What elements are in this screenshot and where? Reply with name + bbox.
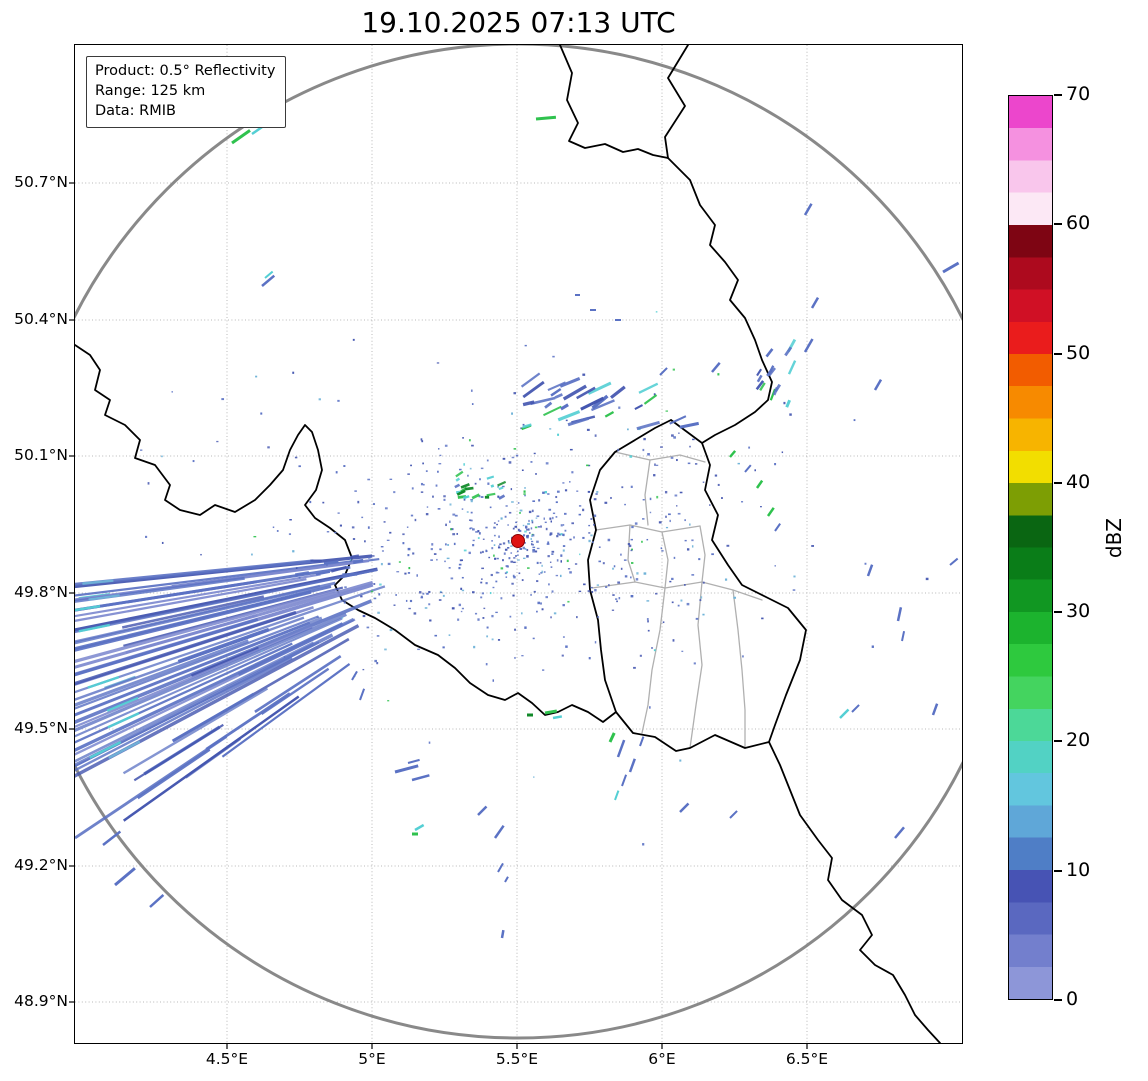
y-tick-label: 48.9°N xyxy=(14,992,68,1010)
info-product-line: Product: 0.5° Reflectivity xyxy=(95,63,276,79)
plot-title: 19.10.2025 07:13 UTC xyxy=(361,6,676,39)
colorbar-tick-mark xyxy=(1054,223,1062,226)
colorbar-tick-label: 30 xyxy=(1066,600,1091,623)
y-tick-label: 50.1°N xyxy=(14,446,68,464)
radar-map-canvas xyxy=(69,44,962,1049)
colorbar-tick-mark xyxy=(1054,352,1062,355)
colorbar-tick-mark xyxy=(1054,999,1062,1001)
colorbar-tick-mark xyxy=(1054,481,1062,484)
info-source-line: Data: RMIB xyxy=(95,103,176,119)
y-tick-label: 50.4°N xyxy=(14,310,68,328)
x-tick-label: 6°E xyxy=(648,1050,676,1068)
info-range-line: Range: 125 km xyxy=(95,83,206,99)
colorbar-tick-mark xyxy=(1054,611,1062,614)
colorbar-tick-label: 50 xyxy=(1066,341,1091,364)
country-borders-layer xyxy=(74,44,941,1044)
colorbar-tick-label: 40 xyxy=(1066,470,1091,493)
radar-site-marker xyxy=(511,534,525,548)
colorbar-tick-mark xyxy=(1054,869,1062,872)
colorbar-tick-label: 0 xyxy=(1066,988,1079,1010)
colorbar-tick-label: 70 xyxy=(1066,83,1091,105)
x-tick-label: 4.5°E xyxy=(205,1050,249,1068)
colorbar-gradient xyxy=(1009,96,1052,999)
gridlines xyxy=(69,45,962,1049)
colorbar-label: dBZ xyxy=(1102,518,1126,559)
x-tick-label: 6.5°E xyxy=(785,1050,829,1068)
y-tick-label: 49.5°N xyxy=(14,719,68,737)
colorbar-tick-label: 20 xyxy=(1066,729,1091,752)
colorbar-tick-label: 60 xyxy=(1066,212,1091,235)
y-tick-label: 49.2°N xyxy=(14,856,68,874)
x-tick-label: 5°E xyxy=(358,1050,386,1068)
region-borders-layer xyxy=(591,451,763,749)
info-box: Product: 0.5° Reflectivity Range: 125 km… xyxy=(86,56,287,128)
colorbar-tick-mark xyxy=(1054,94,1062,96)
range-ring-layer xyxy=(75,45,962,1040)
y-tick-label: 49.8°N xyxy=(14,583,68,601)
map-plot-area xyxy=(69,44,963,1049)
x-tick-label: 5.5°E xyxy=(495,1050,539,1068)
colorbar-tick-mark xyxy=(1054,740,1062,743)
colorbar-tick-label: 10 xyxy=(1066,858,1091,881)
colorbar xyxy=(1008,95,1053,1000)
radar-echo-layer xyxy=(75,115,960,939)
y-tick-label: 50.7°N xyxy=(14,173,68,191)
radar-site-layer xyxy=(511,534,525,548)
